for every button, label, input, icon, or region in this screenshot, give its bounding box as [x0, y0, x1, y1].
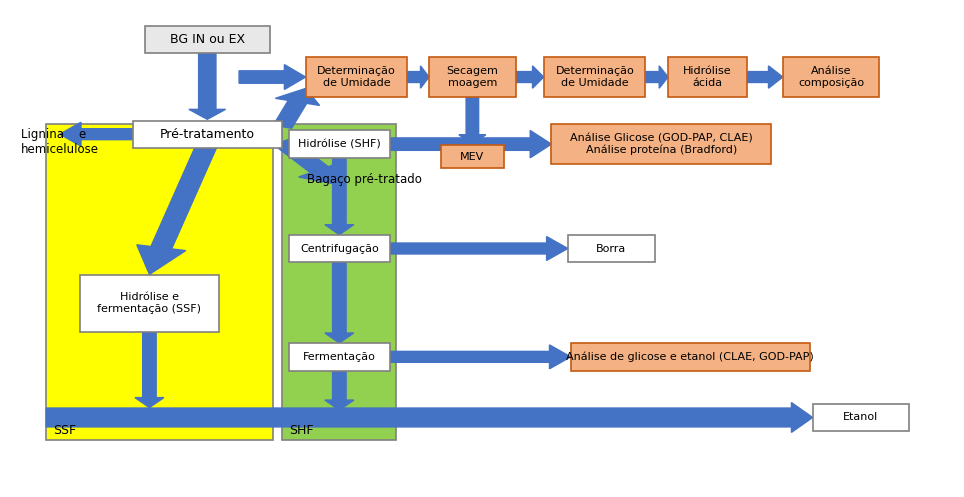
FancyArrow shape	[390, 131, 551, 158]
FancyBboxPatch shape	[133, 121, 281, 148]
FancyBboxPatch shape	[571, 343, 810, 371]
FancyBboxPatch shape	[288, 235, 389, 262]
FancyBboxPatch shape	[288, 130, 389, 158]
FancyArrow shape	[646, 66, 668, 88]
FancyArrow shape	[239, 65, 306, 89]
Text: SHF: SHF	[289, 424, 313, 437]
Text: Hidrólise e
fermentação (SSF): Hidrólise e fermentação (SSF)	[97, 292, 201, 314]
Text: Hidrólise
ácida: Hidrólise ácida	[683, 66, 732, 88]
FancyArrow shape	[390, 237, 568, 260]
FancyArrow shape	[408, 66, 429, 88]
Text: Borra: Borra	[596, 244, 627, 253]
Text: Análise
composição: Análise composição	[798, 66, 864, 88]
FancyBboxPatch shape	[551, 124, 771, 164]
FancyArrow shape	[325, 158, 354, 235]
FancyArrow shape	[46, 403, 813, 432]
FancyBboxPatch shape	[429, 57, 516, 97]
FancyBboxPatch shape	[813, 404, 909, 431]
FancyBboxPatch shape	[783, 57, 879, 97]
FancyBboxPatch shape	[442, 145, 503, 168]
FancyBboxPatch shape	[544, 57, 646, 97]
Text: Análise Glicose (GOD-PAP, CLAE)
Análise proteína (Bradford): Análise Glicose (GOD-PAP, CLAE) Análise …	[570, 133, 753, 155]
FancyBboxPatch shape	[288, 343, 389, 371]
Text: SSF: SSF	[53, 424, 76, 437]
Text: BG IN ou EX: BG IN ou EX	[170, 33, 245, 46]
FancyBboxPatch shape	[145, 26, 270, 53]
Text: Lignina    e
hemicelulose: Lignina e hemicelulose	[21, 128, 99, 156]
FancyArrow shape	[747, 66, 783, 88]
Bar	[282, 124, 396, 440]
FancyBboxPatch shape	[79, 274, 219, 332]
FancyArrow shape	[516, 66, 544, 88]
FancyArrow shape	[325, 262, 354, 343]
FancyArrow shape	[390, 345, 571, 369]
Text: Etanol: Etanol	[844, 413, 878, 422]
Text: Secagem
moagem: Secagem moagem	[446, 66, 498, 88]
Text: MEV: MEV	[460, 152, 485, 162]
Text: Determinação
de Umidade: Determinação de Umidade	[555, 66, 634, 88]
FancyArrow shape	[274, 139, 340, 185]
FancyArrow shape	[189, 54, 226, 119]
Text: Determinação
de Umidade: Determinação de Umidade	[317, 66, 396, 88]
FancyBboxPatch shape	[307, 57, 407, 97]
FancyArrow shape	[137, 143, 218, 274]
Text: Fermentação: Fermentação	[303, 352, 376, 362]
FancyBboxPatch shape	[568, 235, 655, 262]
Text: Hidrólise (SHF): Hidrólise (SHF)	[298, 139, 381, 149]
FancyArrow shape	[60, 122, 132, 146]
FancyArrow shape	[135, 332, 164, 408]
Text: Centrifugação: Centrifugação	[300, 244, 379, 253]
Bar	[46, 124, 273, 440]
Text: Análise de glicose e etanol (CLAE, GOD-PAP): Análise de glicose e etanol (CLAE, GOD-P…	[566, 351, 815, 362]
FancyArrow shape	[459, 97, 486, 145]
FancyArrow shape	[273, 88, 320, 128]
FancyBboxPatch shape	[668, 57, 747, 97]
FancyArrow shape	[325, 371, 354, 410]
Text: Bagaço pré-tratado: Bagaço pré-tratado	[307, 173, 421, 186]
Text: Pré-tratamento: Pré-tratamento	[160, 128, 254, 141]
